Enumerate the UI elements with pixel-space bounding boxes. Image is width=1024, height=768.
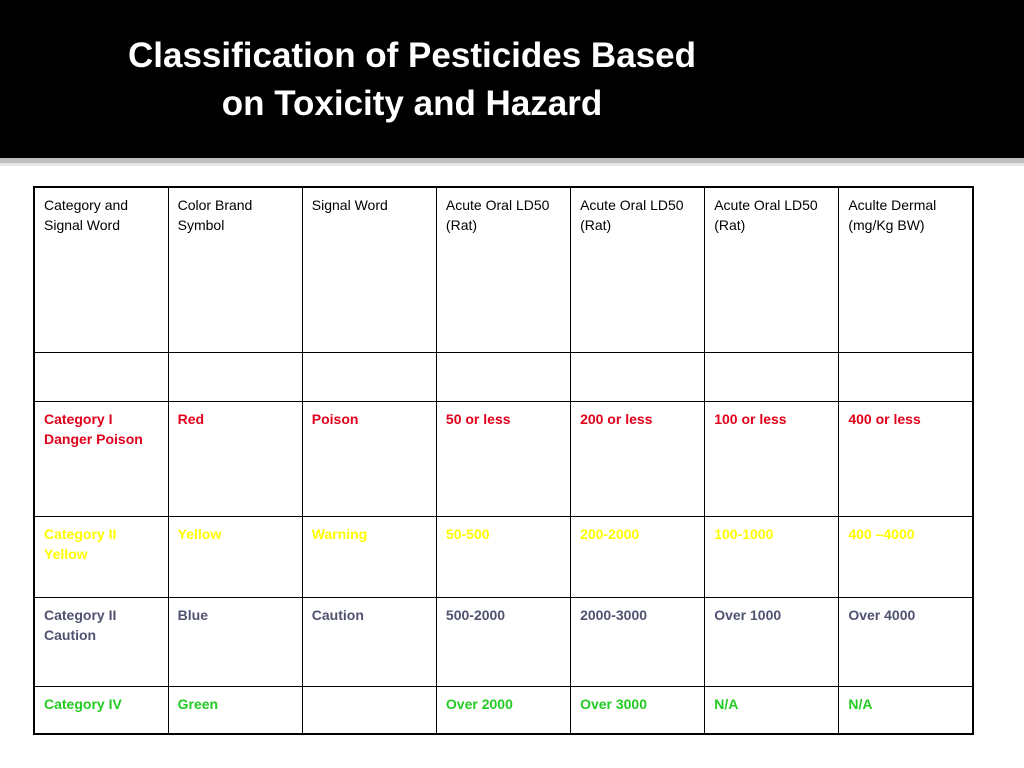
slide-title-line-1: Classification of Pesticides Based — [128, 36, 696, 75]
header-signal-word: Signal Word — [301, 186, 437, 353]
cell-acute-dermal: 400 –4000 — [838, 516, 974, 598]
cell-category: Category II Caution — [33, 597, 169, 687]
table-header-row: Category and Signal Word Color Brand Sym… — [33, 186, 974, 353]
cell-category: Category I Danger Poison — [33, 401, 169, 517]
blank-cell — [33, 352, 169, 402]
cell-category: Category IV — [33, 686, 169, 735]
header-divider-shadow — [0, 163, 1024, 166]
cell-color-brand: Blue — [167, 597, 303, 687]
cell-acute-oral-3: N/A — [704, 686, 840, 735]
header-divider — [0, 158, 1024, 163]
table-row-category-2-caution: Category II Caution Blue Caution 500-200… — [33, 597, 974, 687]
header-acute-dermal: Aculte Dermal (mg/Kg BW) — [838, 186, 974, 353]
cell-acute-dermal: Over 4000 — [838, 597, 974, 687]
cell-acute-oral-2: Over 3000 — [570, 686, 706, 735]
cell-acute-dermal: N/A — [838, 686, 974, 735]
cell-color-brand: Green — [167, 686, 303, 735]
cell-acute-oral-1: 500-2000 — [435, 597, 572, 687]
cell-acute-oral-3: 100-1000 — [704, 516, 840, 598]
cell-signal-word: Caution — [301, 597, 437, 687]
cell-acute-oral-2: 2000-3000 — [570, 597, 706, 687]
header-acute-oral-ld50-1: Acute Oral LD50 (Rat) — [435, 186, 572, 353]
table-row-category-2-yellow: Category II Yellow Yellow Warning 50-500… — [33, 516, 974, 598]
blank-cell — [301, 352, 437, 402]
cell-acute-oral-1: Over 2000 — [435, 686, 572, 735]
table-blank-row — [33, 352, 974, 402]
cell-acute-oral-1: 50 or less — [435, 401, 572, 517]
blank-cell — [838, 352, 974, 402]
header-category-signal-word: Category and Signal Word — [33, 186, 169, 353]
header-acute-oral-ld50-2: Acute Oral LD50 (Rat) — [570, 186, 706, 353]
table-row-category-4: Category IV Green Over 2000 Over 3000 N/… — [33, 686, 974, 735]
slide-title-line-2: on Toxicity and Hazard — [221, 84, 603, 123]
cell-color-brand: Red — [167, 401, 303, 517]
cell-signal-word: Poison — [301, 401, 437, 517]
cell-color-brand: Yellow — [167, 516, 303, 598]
header-acute-oral-ld50-3: Acute Oral LD50 (Rat) — [704, 186, 840, 353]
cell-acute-dermal: 400 or less — [838, 401, 974, 517]
cell-acute-oral-2: 200 or less — [570, 401, 706, 517]
cell-acute-oral-1: 50-500 — [435, 516, 572, 598]
cell-signal-word — [301, 686, 437, 735]
pesticide-classification-table: Category and Signal Word Color Brand Sym… — [33, 186, 974, 735]
slide-title: Classification of Pesticides Based on To… — [90, 32, 734, 128]
blank-cell — [704, 352, 840, 402]
cell-acute-oral-2: 200-2000 — [570, 516, 706, 598]
blank-cell — [570, 352, 706, 402]
cell-signal-word: Warning — [301, 516, 437, 598]
blank-cell — [167, 352, 303, 402]
cell-acute-oral-3: Over 1000 — [704, 597, 840, 687]
slide-header: Classification of Pesticides Based on To… — [0, 0, 1024, 158]
cell-category: Category II Yellow — [33, 516, 169, 598]
header-color-brand-symbol: Color Brand Symbol — [167, 186, 303, 353]
blank-cell — [435, 352, 572, 402]
table-row-category-1: Category I Danger Poison Red Poison 50 o… — [33, 401, 974, 517]
cell-acute-oral-3: 100 or less — [704, 401, 840, 517]
